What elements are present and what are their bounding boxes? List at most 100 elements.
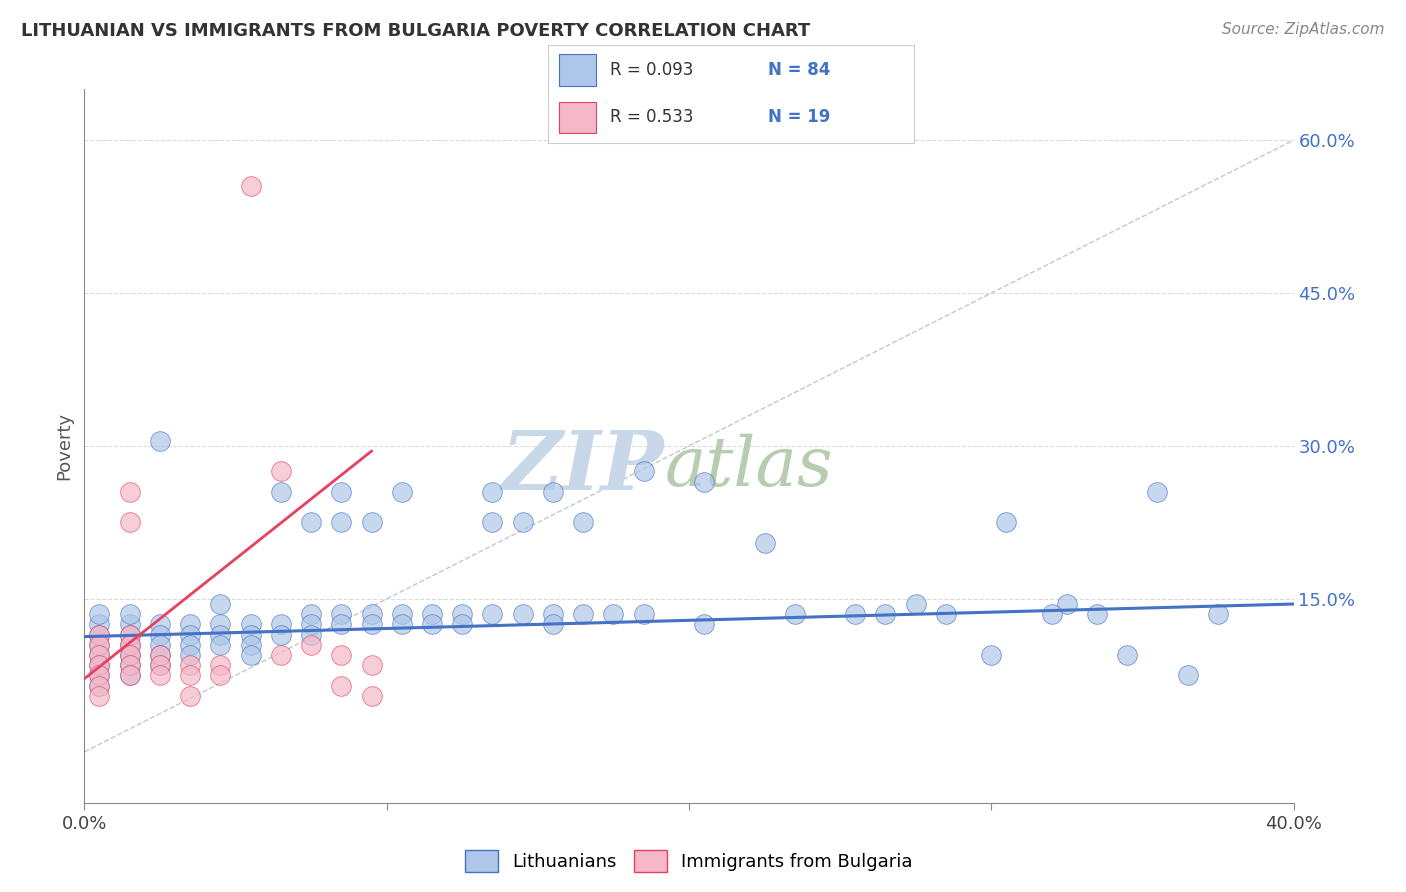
Point — [391, 617, 413, 632]
Point — [844, 607, 866, 622]
Point — [118, 516, 141, 530]
Point — [1085, 607, 1108, 622]
Point — [149, 648, 172, 662]
Point — [420, 607, 443, 622]
Point — [89, 638, 111, 652]
Point — [330, 679, 353, 693]
Point — [633, 607, 655, 622]
Point — [239, 627, 262, 641]
Point — [270, 648, 292, 662]
Point — [995, 516, 1018, 530]
FancyBboxPatch shape — [560, 102, 596, 133]
Point — [360, 516, 382, 530]
Point — [149, 658, 172, 673]
Point — [149, 627, 172, 641]
Point — [1177, 668, 1199, 682]
Point — [118, 638, 141, 652]
Point — [89, 679, 111, 693]
Point — [420, 617, 443, 632]
Y-axis label: Poverty: Poverty — [55, 412, 73, 480]
Point — [89, 648, 111, 662]
Point — [89, 607, 111, 622]
Point — [179, 648, 201, 662]
Point — [209, 638, 232, 652]
Point — [299, 627, 322, 641]
Point — [330, 607, 353, 622]
Point — [572, 516, 595, 530]
Point — [118, 607, 141, 622]
Point — [149, 668, 172, 682]
Point — [89, 648, 111, 662]
Point — [360, 689, 382, 703]
Point — [179, 689, 201, 703]
Point — [1056, 597, 1078, 611]
Point — [89, 627, 111, 641]
Point — [360, 658, 382, 673]
Point — [1116, 648, 1139, 662]
Point — [270, 627, 292, 641]
Point — [602, 607, 624, 622]
Text: R = 0.533: R = 0.533 — [610, 108, 695, 126]
Point — [875, 607, 897, 622]
Point — [270, 484, 292, 499]
FancyBboxPatch shape — [560, 54, 596, 86]
Point — [330, 617, 353, 632]
Point — [330, 648, 353, 662]
Point — [299, 516, 322, 530]
Point — [481, 484, 503, 499]
Point — [118, 638, 141, 652]
Point — [935, 607, 957, 622]
Point — [89, 617, 111, 632]
Point — [299, 638, 322, 652]
Point — [89, 638, 111, 652]
Point — [239, 179, 262, 194]
Point — [360, 617, 382, 632]
Point — [451, 617, 474, 632]
Point — [360, 607, 382, 622]
Point — [118, 617, 141, 632]
Text: R = 0.093: R = 0.093 — [610, 62, 693, 79]
Point — [118, 627, 141, 641]
Point — [149, 617, 172, 632]
Point — [89, 689, 111, 703]
Point — [633, 465, 655, 479]
Point — [149, 658, 172, 673]
Point — [118, 658, 141, 673]
Text: Source: ZipAtlas.com: Source: ZipAtlas.com — [1222, 22, 1385, 37]
Point — [239, 638, 262, 652]
Point — [541, 607, 564, 622]
Point — [1206, 607, 1229, 622]
Point — [270, 617, 292, 632]
Point — [179, 638, 201, 652]
Point — [149, 648, 172, 662]
Point — [512, 607, 534, 622]
Point — [239, 617, 262, 632]
Text: LITHUANIAN VS IMMIGRANTS FROM BULGARIA POVERTY CORRELATION CHART: LITHUANIAN VS IMMIGRANTS FROM BULGARIA P… — [21, 22, 810, 40]
Point — [572, 607, 595, 622]
Point — [512, 516, 534, 530]
Point — [149, 638, 172, 652]
Text: atlas: atlas — [665, 434, 834, 500]
Point — [118, 648, 141, 662]
Legend: Lithuanians, Immigrants from Bulgaria: Lithuanians, Immigrants from Bulgaria — [458, 843, 920, 880]
Point — [118, 627, 141, 641]
Point — [89, 627, 111, 641]
Point — [481, 516, 503, 530]
Point — [89, 679, 111, 693]
Point — [330, 484, 353, 499]
Point — [179, 627, 201, 641]
Point — [209, 597, 232, 611]
Text: N = 84: N = 84 — [768, 62, 830, 79]
Text: N = 19: N = 19 — [768, 108, 830, 126]
Point — [904, 597, 927, 611]
Point — [118, 648, 141, 662]
Point — [239, 648, 262, 662]
Point — [980, 648, 1002, 662]
Point — [118, 668, 141, 682]
Point — [179, 668, 201, 682]
Point — [391, 484, 413, 499]
Point — [299, 607, 322, 622]
Point — [209, 658, 232, 673]
Point — [209, 668, 232, 682]
Point — [179, 617, 201, 632]
